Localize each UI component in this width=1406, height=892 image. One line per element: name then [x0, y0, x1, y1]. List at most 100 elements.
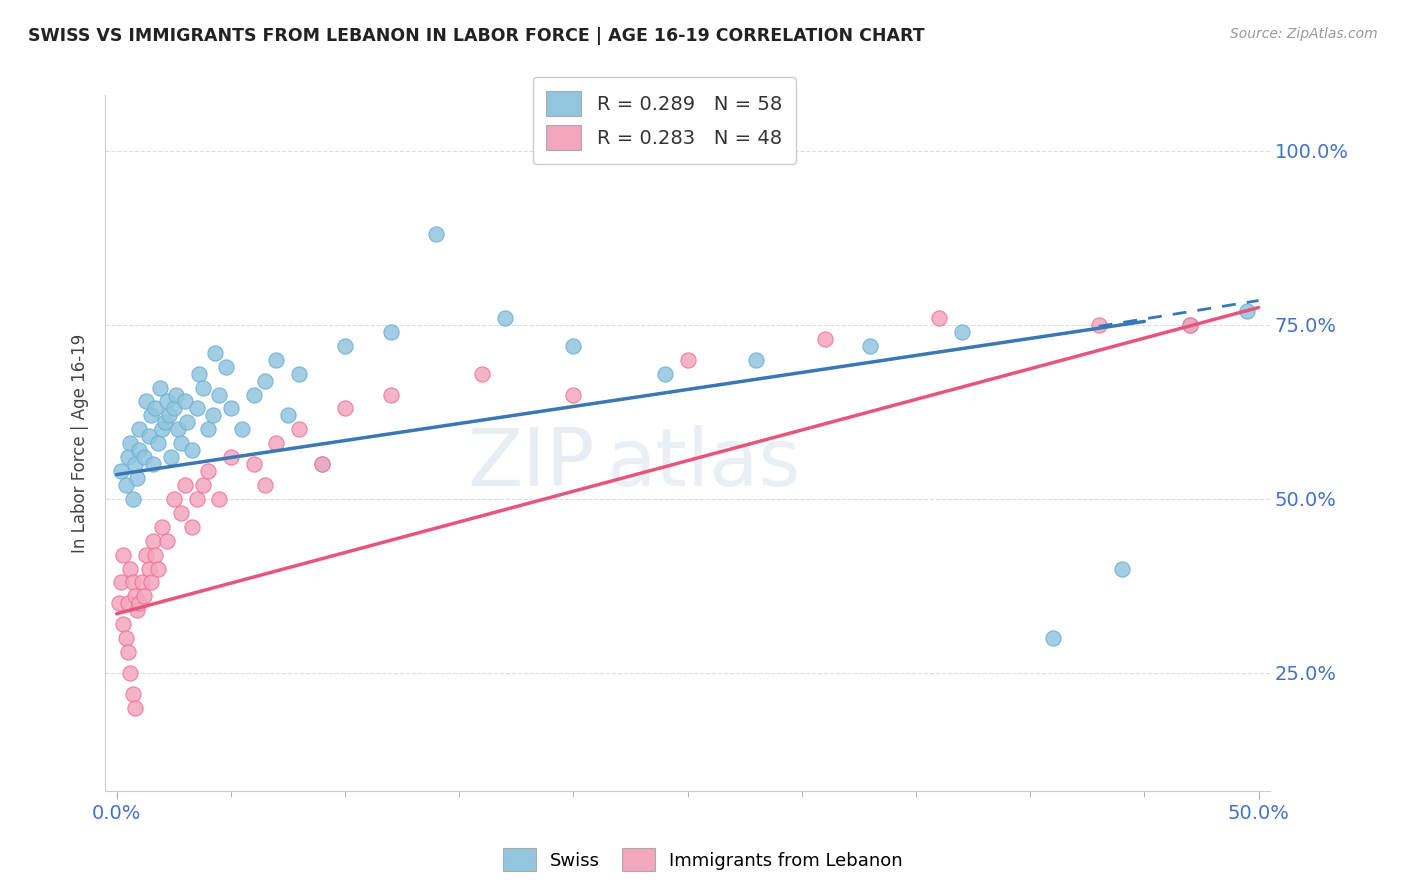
Point	[1111, 561, 1133, 575]
Point	[114, 478, 136, 492]
Point	[163, 401, 186, 416]
Point	[142, 457, 165, 471]
Point	[425, 227, 447, 242]
Point	[124, 700, 146, 714]
Point	[127, 603, 149, 617]
Point	[121, 687, 143, 701]
Point	[165, 387, 187, 401]
Point	[950, 325, 973, 339]
Y-axis label: In Labor Force | Age 16-19: In Labor Force | Age 16-19	[72, 334, 89, 553]
Point	[745, 352, 768, 367]
Point	[150, 422, 173, 436]
Point	[266, 352, 288, 367]
Point	[197, 464, 219, 478]
Point	[150, 520, 173, 534]
Point	[254, 374, 277, 388]
Point	[120, 665, 142, 680]
Point	[288, 367, 311, 381]
Point	[1042, 631, 1064, 645]
Point	[128, 422, 150, 436]
Point	[859, 339, 882, 353]
Point	[146, 561, 169, 575]
Point	[266, 436, 288, 450]
Point	[169, 436, 191, 450]
Point	[562, 339, 585, 353]
Point	[380, 387, 402, 401]
Point	[186, 401, 208, 416]
Point	[277, 409, 299, 423]
Point	[153, 415, 176, 429]
Point	[124, 457, 146, 471]
Point	[145, 401, 167, 416]
Point	[135, 394, 157, 409]
Point	[120, 561, 142, 575]
Point	[380, 325, 402, 339]
Point	[110, 464, 132, 478]
Text: Source: ZipAtlas.com: Source: ZipAtlas.com	[1230, 27, 1378, 41]
Point	[121, 491, 143, 506]
Point	[181, 443, 204, 458]
Point	[142, 533, 165, 548]
Point	[169, 506, 191, 520]
Point	[157, 409, 180, 423]
Point	[187, 367, 209, 381]
Point	[167, 422, 190, 436]
Point	[117, 450, 139, 465]
Point	[112, 548, 135, 562]
Point	[128, 596, 150, 610]
Point	[215, 359, 238, 374]
Point	[333, 401, 356, 416]
Point	[128, 443, 150, 458]
Point	[112, 617, 135, 632]
Point	[139, 409, 162, 423]
Point	[174, 394, 197, 409]
Point	[127, 471, 149, 485]
Point	[176, 415, 198, 429]
Point	[813, 332, 835, 346]
Point	[1178, 318, 1201, 332]
Point	[333, 339, 356, 353]
Point	[138, 561, 160, 575]
Point	[208, 491, 231, 506]
Point	[208, 387, 231, 401]
Point	[288, 422, 311, 436]
Point	[242, 457, 264, 471]
Point	[132, 450, 155, 465]
Point	[160, 450, 183, 465]
Point	[311, 457, 333, 471]
Point	[117, 596, 139, 610]
Text: ZIP: ZIP	[467, 425, 595, 503]
Point	[676, 352, 699, 367]
Point	[197, 422, 219, 436]
Point	[186, 491, 208, 506]
Point	[193, 478, 215, 492]
Point	[149, 380, 172, 394]
Point	[254, 478, 277, 492]
Point	[562, 387, 585, 401]
Point	[928, 310, 950, 325]
Point	[139, 575, 162, 590]
Point	[110, 575, 132, 590]
Point	[204, 345, 226, 359]
Point	[124, 590, 146, 604]
Point	[219, 401, 242, 416]
Point	[1087, 318, 1109, 332]
Point	[117, 645, 139, 659]
Point	[193, 380, 215, 394]
Point	[120, 436, 142, 450]
Point	[163, 491, 186, 506]
Point	[242, 387, 264, 401]
Point	[219, 450, 242, 465]
Point	[174, 478, 197, 492]
Point	[311, 457, 333, 471]
Point	[146, 436, 169, 450]
Text: SWISS VS IMMIGRANTS FROM LEBANON IN LABOR FORCE | AGE 16-19 CORRELATION CHART: SWISS VS IMMIGRANTS FROM LEBANON IN LABO…	[28, 27, 925, 45]
Point	[108, 596, 131, 610]
Point	[135, 548, 157, 562]
Point	[156, 394, 179, 409]
Point	[1178, 318, 1201, 332]
Point	[231, 422, 253, 436]
Point	[156, 533, 179, 548]
Text: atlas: atlas	[606, 425, 800, 503]
Point	[131, 575, 153, 590]
